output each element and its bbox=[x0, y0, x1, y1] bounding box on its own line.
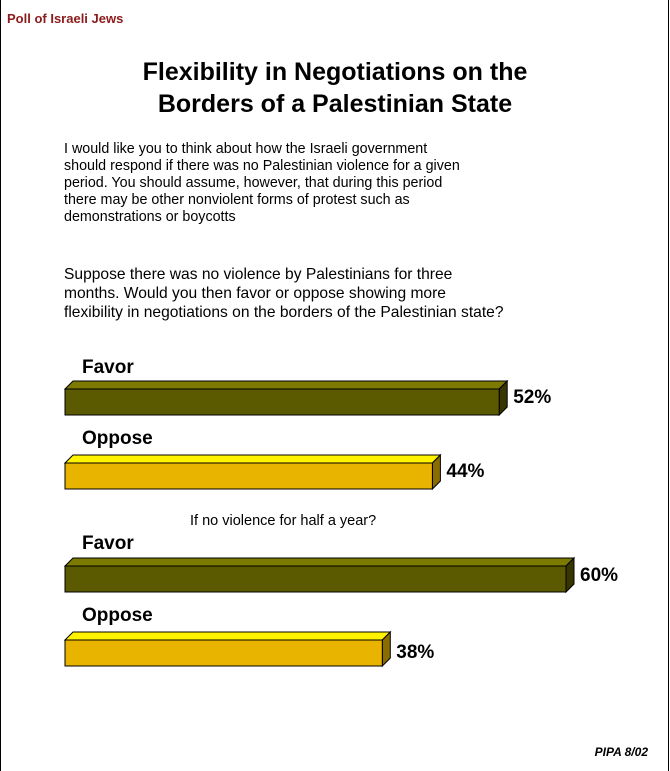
value-label: 52% bbox=[513, 387, 552, 408]
intro-text: I would like you to think about how the … bbox=[64, 141, 654, 226]
source-footer: PIPA 8/02 bbox=[594, 745, 648, 759]
question-line: months. Would you then favor or oppose s… bbox=[64, 285, 446, 302]
value-label: 44% bbox=[446, 461, 485, 482]
intro-line: should respond if there was no Palestini… bbox=[64, 158, 460, 174]
value-label: 38% bbox=[396, 642, 435, 663]
title-line: Borders of a Palestinian State bbox=[157, 90, 513, 118]
subquestion-text: If no violence for half a year? bbox=[190, 513, 377, 529]
page-title: Flexibility in Negotiations on the Borde… bbox=[0, 56, 670, 120]
intro-line: period. You should assume, however, that… bbox=[64, 175, 443, 191]
question-text: Suppose there was no violence by Palesti… bbox=[64, 265, 670, 322]
question-line: Suppose there was no violence by Palesti… bbox=[64, 266, 453, 283]
question-line: flexibility in negotiations on the borde… bbox=[64, 304, 504, 321]
intro-line: there may be other nonviolent forms of p… bbox=[64, 192, 410, 208]
title-line: Flexibility in Negotiations on the bbox=[142, 58, 528, 86]
category-label-favor: Favor bbox=[82, 357, 134, 378]
intro-line: demonstrations or boycotts bbox=[64, 209, 236, 225]
category-label-oppose: Oppose bbox=[82, 428, 153, 449]
value-label: 60% bbox=[580, 565, 619, 586]
category-label-oppose: Oppose bbox=[82, 605, 153, 626]
category-label-favor: Favor bbox=[82, 533, 134, 554]
poll-label: Poll of Israeli Jews bbox=[7, 11, 124, 26]
intro-line: I would like you to think about how the … bbox=[64, 141, 428, 157]
